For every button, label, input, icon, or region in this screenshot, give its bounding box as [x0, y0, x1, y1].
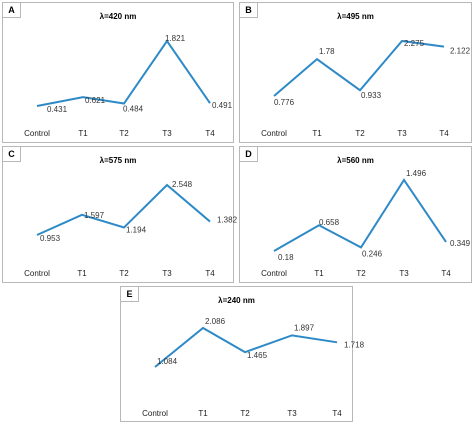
chart-title: λ=240 nm: [218, 296, 255, 305]
chart-title: λ=575 nm: [99, 156, 137, 165]
data-label: 0.953: [40, 234, 61, 243]
data-label: 1.897: [294, 323, 315, 332]
data-label: 1.194: [126, 225, 147, 234]
x-tick-label: T1: [198, 409, 208, 418]
data-label: 0.18: [278, 253, 294, 262]
panel-e-chart: E λ=240 nm 1.084 2.086 1.465 1.897 1.718 Cont…: [120, 286, 365, 422]
x-tick-label: T4: [332, 409, 342, 418]
series-line: [36, 183, 211, 236]
data-label: 0.484: [123, 105, 144, 114]
x-tick-label: Control: [24, 129, 50, 138]
x-tick-label: T1: [77, 269, 87, 278]
data-label: 1.382: [217, 216, 238, 225]
line-plot: 1.084 2.086 1.465 1.897 1.718 Control T1 T2 T3 T4: [142, 317, 364, 418]
x-tick-label: T4: [205, 129, 215, 138]
data-label: 1.084: [157, 357, 178, 366]
data-label: 0.621: [85, 96, 106, 105]
x-tick-label: T2: [356, 269, 366, 278]
x-tick-label: T2: [119, 269, 129, 278]
series-line: [154, 326, 338, 368]
panel-d-chart: D λ=560 nm 0.18 0.658 0.246 1.496 0.349 Contr…: [239, 146, 472, 283]
x-tick-label: T2: [119, 129, 129, 138]
x-tick-label: Control: [24, 269, 50, 278]
data-label: 1.718: [344, 340, 365, 349]
data-label: 0.246: [362, 249, 383, 258]
line-plot: 0.18 0.658 0.246 1.496 0.349 Control T1 T2 T3 T4: [261, 169, 471, 278]
x-tick-label: T1: [78, 129, 88, 138]
panel-a-chart: A λ=420 nm 0.431 0.621 0.484 1.821 0.491 Cont…: [2, 2, 234, 143]
data-label: 1.465: [247, 351, 268, 360]
data-label: 0.491: [212, 101, 233, 110]
data-label: 1.496: [406, 169, 427, 178]
chart-title: λ=420 nm: [99, 12, 137, 21]
x-tick-label: T3: [399, 269, 409, 278]
data-label: 2.122: [450, 47, 471, 56]
series-line: [36, 39, 211, 107]
x-tick-label: T3: [287, 409, 297, 418]
data-label: 0.658: [319, 218, 340, 227]
panel-letter: E: [121, 287, 139, 302]
panel-b-chart: B λ=495 nm 0.776 1.78 0.933 2.275 2.122 Contr…: [239, 2, 472, 143]
x-tick-label: T1: [312, 129, 322, 138]
line-plot: 0.431 0.621 0.484 1.821 0.491 Control T1 T2 T3 T4: [24, 34, 233, 138]
panel-letter: A: [3, 3, 21, 18]
x-tick-label: T3: [397, 129, 407, 138]
data-label: 1.821: [165, 34, 186, 43]
data-label: 0.776: [274, 98, 295, 107]
data-label: 0.933: [361, 91, 382, 100]
panel-letter: B: [240, 3, 258, 18]
x-tick-label: Control: [142, 409, 168, 418]
x-tick-label: Control: [261, 129, 287, 138]
x-tick-label: T4: [441, 269, 451, 278]
x-tick-label: T3: [162, 269, 172, 278]
x-tick-label: T1: [314, 269, 324, 278]
series-line: [273, 178, 447, 252]
data-label: 2.086: [205, 317, 226, 326]
line-plot: 0.953 1.597 1.194 2.548 1.382 Control T1 T2 T3 T4: [24, 180, 238, 278]
chart-title: λ=560 nm: [337, 156, 374, 165]
panel-c-chart: C λ=575 nm 0.953 1.597 1.194 2.548 1.382 Cont…: [2, 146, 238, 283]
x-tick-label: T3: [162, 129, 172, 138]
data-label: 1.78: [319, 47, 335, 56]
panel-letter: D: [240, 147, 258, 162]
series-line: [273, 39, 445, 97]
data-label: 2.548: [172, 180, 193, 189]
x-tick-label: Control: [261, 269, 287, 278]
data-label: 0.431: [47, 105, 68, 114]
data-label: 2.275: [404, 39, 425, 48]
data-label: 1.597: [84, 211, 105, 220]
x-tick-label: T4: [439, 129, 449, 138]
data-label: 0.349: [450, 239, 471, 248]
x-tick-label: T2: [355, 129, 365, 138]
chart-title: λ=495 nm: [337, 12, 374, 21]
panel-letter: C: [3, 147, 21, 162]
x-tick-label: T4: [205, 269, 215, 278]
x-tick-label: T2: [240, 409, 250, 418]
line-plot: 0.776 1.78 0.933 2.275 2.122 Control T1 T2 T3 T4: [261, 39, 471, 138]
